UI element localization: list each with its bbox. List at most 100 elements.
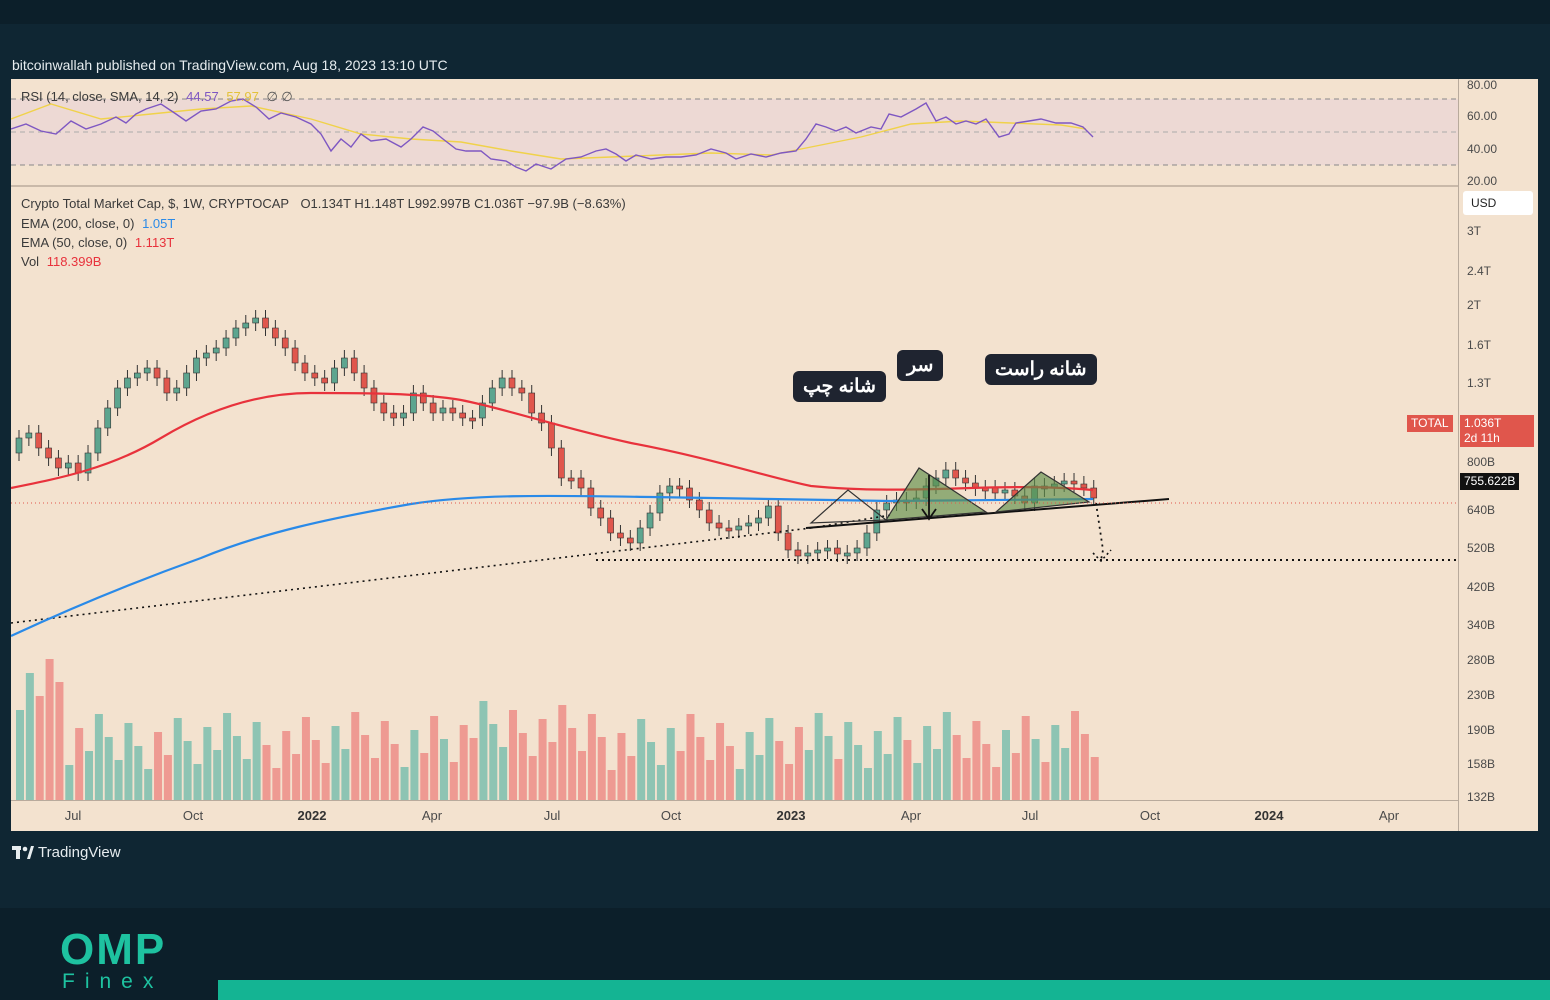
time-axis-tick: 2024 [1254, 808, 1284, 823]
ema50-value: 1.113T [134, 235, 175, 250]
volume-bar [1011, 753, 1020, 800]
candle-body [203, 352, 210, 359]
price-axis-label: 280B [1467, 653, 1496, 667]
volume-bar [331, 726, 340, 800]
volume-bar [420, 753, 429, 800]
head-arrow-tip [921, 508, 937, 521]
head-label: سر [897, 350, 944, 381]
time-axis-tick: Oct [182, 808, 204, 823]
price-axis-label: 132B [1467, 790, 1496, 804]
price-axis-label: 3T [1467, 224, 1482, 238]
volume-bar [597, 737, 606, 800]
ema50-legend: EMA (50, close, 0) 1.113T [21, 235, 174, 250]
price-axis-label: 800B [1467, 455, 1496, 469]
volume-bar [913, 763, 922, 800]
symbol-legend: Crypto Total Market Cap, $, 1W, CRYPTOCA… [21, 196, 626, 211]
candle-body [952, 469, 960, 479]
candle-body [242, 322, 250, 329]
volume-bars [16, 659, 1099, 800]
time-axis-tick: Oct [660, 808, 682, 823]
volume-bar [282, 731, 291, 800]
volume-bar [439, 739, 448, 800]
volume-bar [252, 722, 261, 800]
volume-bar [104, 737, 113, 800]
volume-bar [410, 730, 419, 800]
volume-bar [587, 714, 596, 800]
candle-body [321, 377, 328, 384]
candle-body [627, 537, 634, 544]
candle-body [597, 507, 605, 519]
candle-body [548, 422, 555, 449]
price-axis-label: 158B [1467, 757, 1496, 771]
candle-body [587, 487, 595, 509]
candle-body [567, 477, 575, 482]
vol-value: 118.399B [46, 254, 102, 269]
volume-bar [163, 755, 172, 800]
rsi-pane[interactable] [11, 79, 1458, 186]
candle-body [715, 522, 723, 529]
candle-body [705, 509, 713, 524]
candle-body [173, 387, 181, 394]
tradingview-logo[interactable]: TradingView [12, 844, 121, 861]
candle-body [1001, 489, 1009, 494]
volume-bar [301, 717, 310, 800]
price-axis-label: 2T [1467, 298, 1482, 312]
last-price: 1.036T [1464, 416, 1502, 430]
price-axis[interactable]: 80.00 60.00 40.00 20.00 3T 2.4T 2T 1.6T 1.3T… [1458, 79, 1538, 831]
volume-bar [272, 768, 281, 800]
candle-body [212, 347, 220, 354]
omp-word: OMP [60, 925, 167, 974]
dotted-trendline [11, 527, 812, 624]
candle-body [804, 552, 812, 557]
time-axis[interactable]: Jul Oct 2022 Apr Jul Oct 2023 Apr Jul Oct 2024 Apr [11, 800, 1458, 831]
volume-bar [400, 767, 409, 800]
volume-bar [499, 747, 508, 800]
candle-body [449, 407, 457, 414]
candle-body [824, 547, 831, 552]
price-pane[interactable] [11, 188, 1458, 800]
candle-body [814, 549, 821, 554]
volume-bar [834, 759, 843, 800]
candle-body [311, 372, 319, 379]
rsi-sma-line [11, 103, 1087, 160]
volume-bar [1071, 711, 1080, 800]
candle-body [843, 552, 851, 557]
volume-bar [469, 738, 478, 800]
price-axis-label: 2.4T [1467, 264, 1492, 278]
pane-divider[interactable] [11, 185, 1458, 187]
candle-body [380, 402, 388, 414]
candle-body [853, 547, 861, 554]
candle-body [765, 505, 772, 519]
volume-bar [351, 712, 360, 800]
price-axis-label: 640B [1467, 503, 1496, 517]
volume-bar [755, 755, 764, 800]
volume-bar [696, 737, 705, 800]
volume-bar [173, 718, 182, 800]
tradingview-brand: TradingView [38, 844, 121, 861]
ema200-legend: EMA (200, close, 0) 1.05T [21, 216, 175, 231]
volume-bar [449, 762, 458, 800]
candle-body [488, 387, 496, 404]
time-axis-tick: 2023 [776, 808, 806, 823]
volume-bar [213, 750, 222, 800]
volume-bar [893, 717, 902, 800]
volume-bar [94, 714, 103, 800]
volume-bar [548, 742, 557, 800]
currency-selector[interactable]: USD [1463, 191, 1533, 215]
volume-bar [75, 728, 84, 800]
rsi-label: RSI (14, close, SMA, 14, 2) [21, 89, 179, 104]
volume-bar [65, 765, 74, 800]
candle-body [1060, 480, 1068, 485]
volume-bar [873, 731, 882, 800]
candle-body [183, 372, 190, 389]
price-axis-label: 1.3T [1467, 376, 1492, 390]
candle-body [222, 337, 230, 349]
publish-byline: bitcoinwallah published on TradingView.c… [12, 57, 448, 73]
candle-body [114, 387, 121, 409]
candle-body [528, 392, 536, 414]
candle-body [252, 317, 259, 324]
chart-frame[interactable]: RSI (14, close, SMA, 14, 2) 44.57 57.97 … [11, 79, 1538, 831]
volume-bar [568, 728, 577, 800]
vol-legend: Vol 118.399B [21, 254, 101, 269]
volume-bar [903, 740, 912, 800]
